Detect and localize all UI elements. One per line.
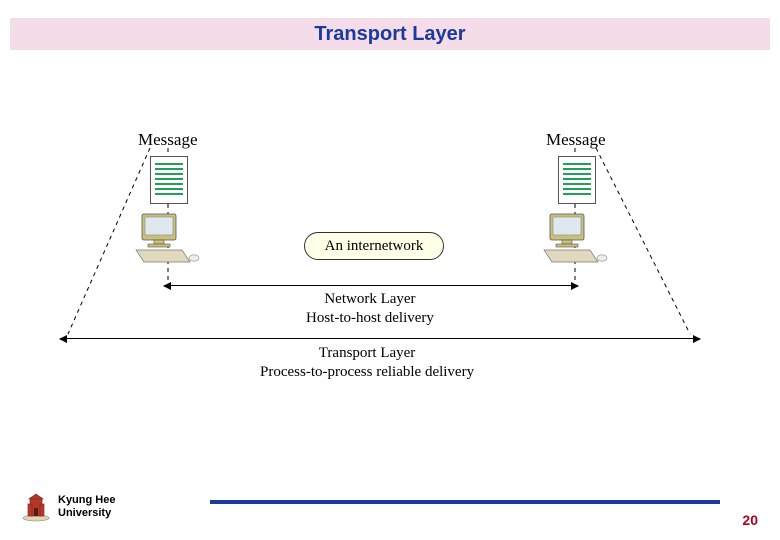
internetwork-node: An internetwork <box>304 232 444 260</box>
title-bar: Transport Layer <box>10 18 770 50</box>
university-line2: University <box>58 507 111 519</box>
message-label-left: Message <box>138 130 197 150</box>
footer-logo: Kyung Hee University <box>22 492 115 522</box>
slide-title: Transport Layer <box>314 23 465 46</box>
diagram-area: Message Message An internetwork Network … <box>60 130 720 410</box>
network-layer-line2: Host-to-host delivery <box>306 310 434 326</box>
page-number: 20 <box>742 512 758 528</box>
document-icon-right <box>558 156 596 204</box>
university-logo-icon <box>22 492 50 522</box>
transport-layer-arrow <box>60 338 700 339</box>
message-label-right: Message <box>546 130 605 150</box>
network-layer-arrow <box>164 285 578 286</box>
computer-icon-left <box>134 212 202 269</box>
transport-layer-label: Transport Layer Process-to-process relia… <box>260 344 474 382</box>
network-layer-line1: Network Layer <box>324 291 415 307</box>
internetwork-label: An internetwork <box>325 238 424 255</box>
transport-layer-line2: Process-to-process reliable delivery <box>260 364 474 380</box>
footer-rule <box>210 500 720 504</box>
university-name: Kyung Hee University <box>58 494 115 520</box>
document-icon-left <box>150 156 188 204</box>
computer-icon-right <box>542 212 610 269</box>
university-line1: Kyung Hee <box>58 494 115 506</box>
network-layer-label: Network Layer Host-to-host delivery <box>306 290 434 328</box>
transport-layer-line1: Transport Layer <box>319 345 416 361</box>
